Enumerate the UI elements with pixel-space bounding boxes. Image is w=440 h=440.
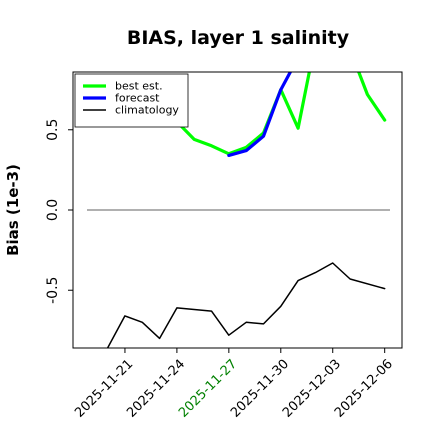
- legend-box: [74, 73, 189, 128]
- legend-entry: climatology: [115, 104, 179, 117]
- chart-title: BIAS, layer 1 salinity: [127, 27, 350, 49]
- y-axis-label: Bias (1e-3): [4, 164, 22, 256]
- y-tick-label: 0.5: [45, 119, 61, 141]
- y-tick-label: -0.5: [45, 277, 61, 304]
- series-line-climatology: [106, 262, 386, 348]
- legend-entry: forecast: [115, 92, 160, 105]
- plot-area: -0.50.00.52025-11-212025-11-242025-11-27…: [45, 71, 403, 421]
- legend-entry: best est.: [115, 80, 163, 93]
- y-tick-label: 0.0: [45, 199, 61, 221]
- series-line-forecast: [227, 72, 293, 157]
- series-group: [87, 72, 390, 348]
